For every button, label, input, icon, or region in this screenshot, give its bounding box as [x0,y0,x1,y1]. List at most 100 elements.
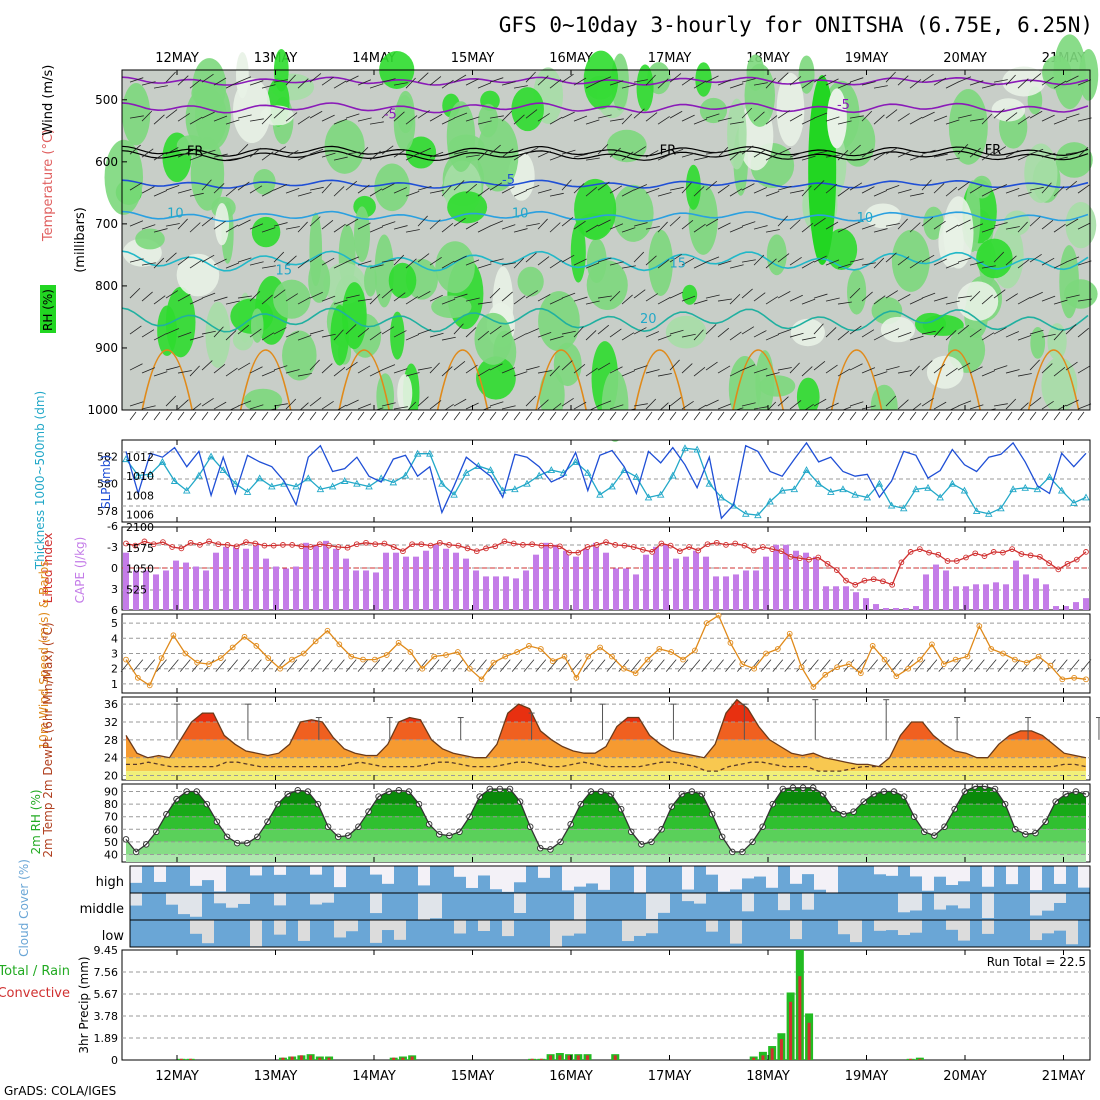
wind-barb-268 [465,183,478,194]
surface-wind-barb-24 [405,659,416,672]
wind-barb-205 [669,148,684,155]
thickness-line-marker-37 [571,457,580,465]
wind-barb-574 [297,334,312,341]
wind-barb-679 [597,362,611,371]
cloud-cell-3 [202,866,214,881]
surface-barb-839 [597,411,605,421]
rh-tick-50: 50 [104,836,118,849]
wind-barb-534 [777,291,791,299]
cloud-cell-63 [658,893,670,913]
precip-tick-0: 0 [111,1054,118,1067]
isotherm-minus5 [121,102,1089,114]
pressure-label-900: 900 [95,341,118,355]
surface-barb-832 [513,411,521,421]
cape-bar-89 [1013,560,1019,610]
wind-barb-625 [909,335,924,341]
wind-barb-739 [357,403,372,410]
cloud-cell-35 [874,866,886,875]
wind-barb-406 [201,254,215,263]
wind-barb-165 [189,154,204,161]
wind-barb-662 [393,368,408,374]
precip-conv-bar-30 [401,1057,405,1060]
wind-barb-427 [453,255,467,263]
cloud-cell-58 [418,893,430,920]
wind-tick-4: 4 [111,632,118,645]
surface-wind-barb-11 [251,659,262,672]
precip-conv-bar-44 [530,1058,534,1060]
wind-barb-464 [897,256,910,266]
wind-barb-540 [849,287,861,299]
cloud-cell-76 [1042,893,1054,911]
wind-barb-202 [633,146,647,155]
wind-barb-53 [765,77,776,89]
cloud-cell-37 [910,866,922,877]
cloud-cell-85 [370,920,382,943]
date-label-bottom-17may: 17MAY [648,1069,692,1084]
wind-barb-652 [273,365,288,371]
wind-barb-425 [429,257,442,266]
wind-barb-492 [273,289,286,299]
contour-label-1: -5 [837,98,850,113]
cloud-cell-27 [730,866,742,890]
cloud-cell-66 [742,893,754,912]
rh-shade-82 [135,228,165,250]
wind-barb-417 [333,261,347,269]
wind-barb-664 [417,367,432,371]
wind-barb-206 [681,152,696,158]
wind-barb-15 [309,73,322,83]
surface-barb-876 [1041,411,1049,421]
wind-barb-684 [657,373,672,377]
wind-barb-578 [345,324,357,335]
surface-wind-barb-54 [760,659,772,672]
wind-barb-624 [897,331,912,338]
wind-barb-677 [573,363,586,374]
wind-barb-133 [765,115,778,125]
cape-bar-19 [313,544,319,610]
thickness-line-marker-7 [207,452,215,460]
wind-barb-462 [873,257,885,269]
wind-barb-329 [237,219,251,227]
cloud-cell-16 [502,866,514,892]
rh-shade-130 [880,316,916,343]
wind-barb-705 [909,365,920,377]
surface-barb-819 [357,411,365,421]
wind-barb-506 [441,298,456,305]
surface-wind-barb-47 [677,659,689,672]
thickness-line-marker-5 [183,486,191,494]
wind-barb-207 [693,156,708,161]
surface-barb-804 [177,411,185,421]
wind-barb-387 [933,220,946,230]
wind-barb-560 [129,325,142,335]
wind-barb-247 [213,183,225,194]
cloud-cell-55 [310,893,322,905]
cloud-cell-95 [634,920,646,936]
wind-barb-535 [789,294,803,302]
surface-wind-barb-27 [440,659,452,672]
thickness-line-marker-3 [158,457,167,465]
wind-barb-424 [417,253,430,263]
wind-barb-570 [249,328,262,338]
surface-wind-barb-79 [1056,659,1068,672]
wind-barb-95 [309,110,323,119]
wind-barb-762 [633,403,648,407]
precip-conv-bar-73 [798,976,802,1060]
wind-barb-601 [621,332,635,341]
wind-barb-226 [921,149,936,155]
rh-shade-94 [699,97,728,124]
wind-barb-629 [957,324,970,335]
rh-band-40 [126,854,1086,862]
wind-barb-532 [753,292,766,302]
cloud-cell-33 [814,866,826,890]
cloud-cell-110 [1042,920,1054,934]
wind-barb-707 [933,363,946,374]
wind-barb-308 [945,186,958,197]
wind-barb-119 [597,114,612,119]
cape-bar-91 [1033,578,1039,610]
rh-shade-122 [308,258,331,303]
wind-barb-756 [561,397,574,407]
surface-barb-844 [657,411,665,421]
wind-barb-74 [1017,78,1029,89]
cloud-cell-67 [778,893,790,911]
wind-barb-101 [381,107,393,119]
cloud-cell-60 [514,893,526,913]
